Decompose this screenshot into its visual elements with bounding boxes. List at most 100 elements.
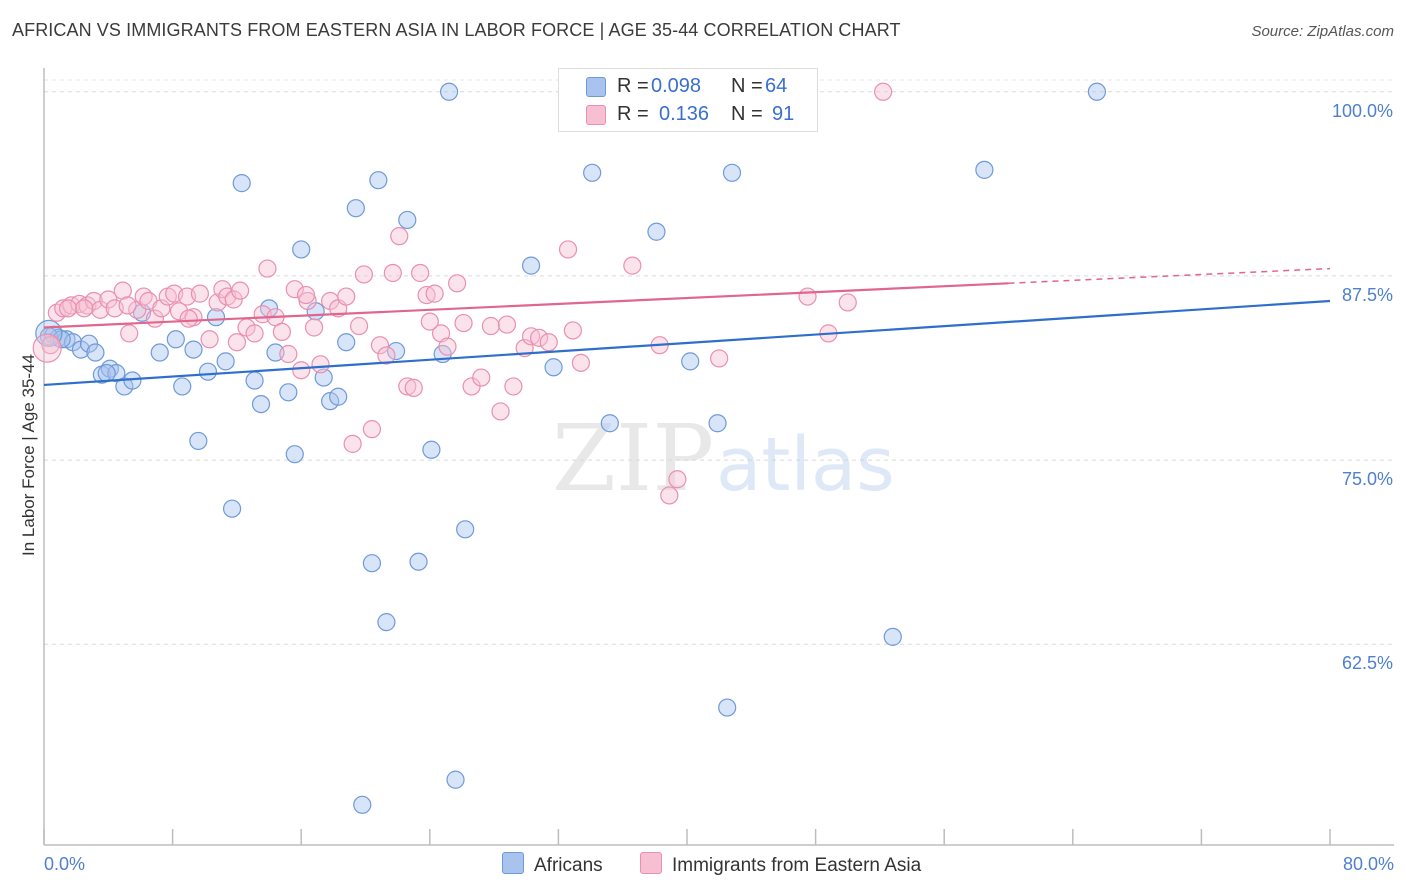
eastern-asia-point [798,287,817,306]
legend-r-label: R = [617,75,649,97]
eastern-asia-point [420,312,439,331]
africans-point [362,554,382,573]
africans-point [422,440,441,459]
eastern-asia-point [245,324,264,343]
eastern-asia-point [152,299,171,318]
africans-point [1087,82,1107,101]
y-tick-label: 87.5% [1342,285,1393,305]
africans-point [107,364,126,383]
africans-point [386,341,406,361]
africans-point [647,222,666,241]
eastern-asia-point [497,315,517,334]
africans-point [173,377,192,396]
eastern-asia-point [448,274,467,293]
africans-point [245,371,264,390]
africans-point [86,343,105,362]
africans-point [369,171,388,190]
eastern-asia-point [874,82,893,101]
eastern-asia-trend-extension [1008,267,1331,285]
eastern-asia-point [377,346,396,365]
bottom-legend-label-eastern-asia: Immigrants from Eastern Asia [672,855,922,876]
africans-point [718,698,737,717]
eastern-asia-point [296,285,316,305]
chart-title: AFRICAN VS IMMIGRANTS FROM EASTERN ASIA … [12,20,901,40]
africans-point [285,445,304,464]
eastern-asia-point [292,361,311,380]
eastern-asia-point [190,284,210,303]
africans-point [337,333,356,352]
eastern-asia-point [660,486,679,505]
africans-point [251,394,271,414]
legend-r-label: R = [617,103,649,125]
eastern-asia-point [41,336,60,355]
legend-n-label: N = [731,75,763,97]
eastern-asia-point [113,281,132,300]
y-tick-label: 100.0% [1332,101,1393,121]
africans-point [521,256,541,275]
legend-row-eastern-asia: R = 0.136 N = 91 [559,101,817,129]
africans-point [975,160,994,179]
eastern-asia-point [425,284,444,303]
eastern-asia-point [481,316,500,336]
eastern-asia-point [539,333,558,352]
eastern-asia-points [32,82,893,505]
eastern-asia-point [75,299,94,318]
eastern-asia-point [227,333,246,352]
legend-swatch-eastern-asia [586,105,606,125]
trend-lines [43,267,1331,387]
eastern-asia-point [563,321,582,340]
bottom-legend-label-africans: Africans [534,855,603,876]
eastern-asia-point [558,240,578,259]
y-axis-title: In Labor Force | Age 35-44 [19,354,38,556]
x-tick-label-max: 80.0% [1343,854,1394,874]
eastern-asia-point [32,333,62,363]
eastern-asia-point [383,263,402,283]
eastern-asia-point [272,322,292,342]
africans-point [216,352,235,371]
x-tick-label-min: 0.0% [44,854,85,874]
bottom-legend-swatch-africans [502,852,524,874]
eastern-asia-point [231,281,250,300]
bottom-legend-eastern-asia: Immigrants from Eastern Asia [640,852,921,877]
eastern-asia-trend-line [43,282,1009,329]
eastern-asia-point [491,402,510,421]
africans-point [150,343,169,362]
africans-point [446,770,465,789]
africans-point [346,199,365,218]
eastern-asia-point [504,377,523,396]
legend-swatch-africans [586,77,606,97]
legend-r-value: 0.098 [651,75,702,97]
eastern-asia-point [454,313,473,333]
africans-point [206,308,226,327]
legend-r-value: 0.136 [659,103,710,125]
eastern-asia-point [349,316,369,336]
eastern-asia-point [200,330,219,349]
eastern-asia-point [472,368,491,387]
eastern-asia-point [179,309,198,328]
eastern-asia-point [390,227,409,246]
eastern-asia-point [668,470,687,489]
eastern-asia-point [438,337,457,356]
eastern-asia-point [258,259,277,278]
eastern-asia-point [404,378,423,397]
eastern-asia-point [370,336,390,355]
africans-point [184,340,203,359]
legend-n-value: 64 [765,75,788,97]
africans-point [722,163,742,182]
legend-row-africans: R = 0.098 N = 64 [559,73,817,101]
africans-point [681,352,700,371]
eastern-asia-point [362,420,382,439]
eastern-asia-point [311,355,330,374]
axes [43,68,1394,846]
eastern-asia-point [279,344,298,364]
africans-point [329,387,348,406]
eastern-asia-point [398,377,417,396]
y-tick-label: 75.0% [1342,469,1393,489]
africans-point [377,613,396,632]
eastern-asia-point [59,299,78,318]
watermark: ZIP atlas [552,405,895,512]
stats-legend: R = 0.098 N = 64 R = 0.136 N = 91 [558,68,818,132]
africans-point [398,210,417,230]
africans-point [97,364,116,383]
